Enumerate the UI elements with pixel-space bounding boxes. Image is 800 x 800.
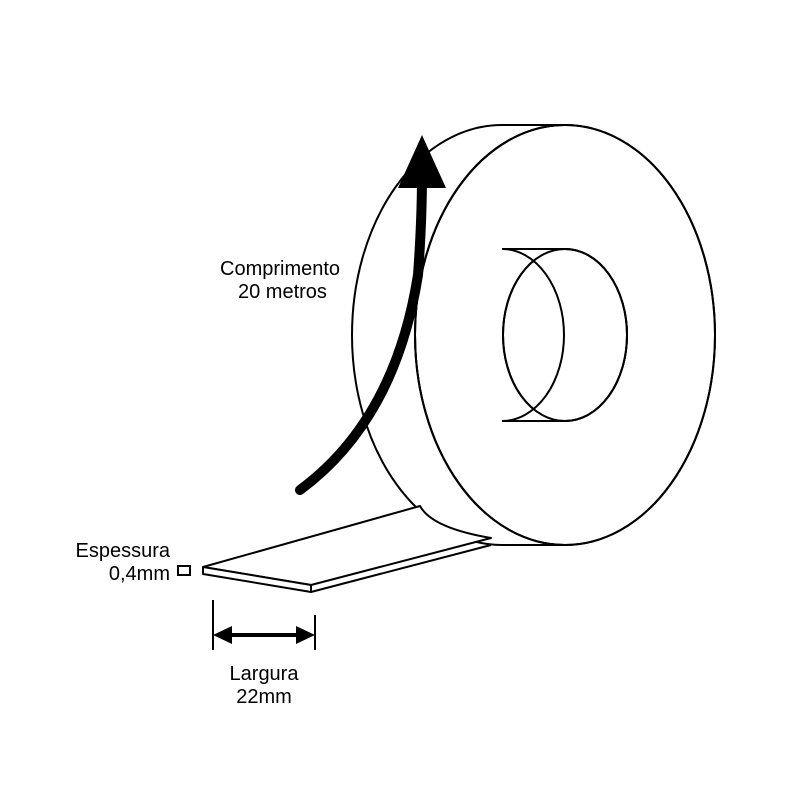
length-label-value: 20 metros [238, 281, 327, 303]
length-label-title: Comprimento [220, 258, 340, 280]
tape-diagram: Comprimento 20 metros Espessura 0,4mm La… [0, 0, 800, 800]
thickness-label-value: 0,4mm [109, 563, 170, 585]
width-label-value: 22mm [236, 686, 292, 708]
width-label-title: Largura [230, 663, 300, 685]
thickness-bracket [178, 566, 190, 575]
width-arrow-right [296, 626, 315, 644]
thickness-label-title: Espessura [76, 540, 171, 562]
width-arrow-left [213, 626, 232, 644]
